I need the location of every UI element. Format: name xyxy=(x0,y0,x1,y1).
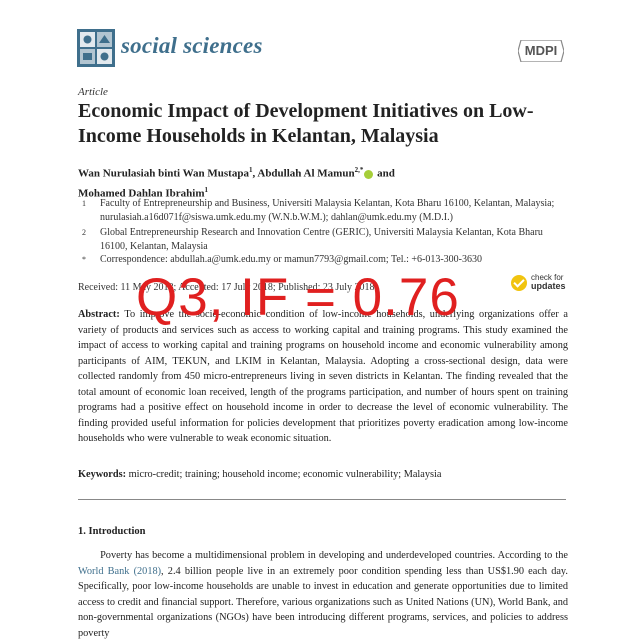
author-conjunction: and xyxy=(374,167,395,180)
introduction-paragraph: Poverty has become a multidimensional pr… xyxy=(78,548,568,641)
check-updates-line2: updates xyxy=(531,281,566,291)
author-separator: , xyxy=(252,167,258,180)
author-affiliation-mark: 1 xyxy=(204,185,209,194)
section-divider xyxy=(78,499,566,500)
article-title: Economic Impact of Development Initiativ… xyxy=(78,100,534,147)
checkmark-icon xyxy=(511,275,527,291)
keywords: Keywords: micro-credit; training; househ… xyxy=(78,469,568,480)
abstract: Abstract: To improve the socio-economic … xyxy=(78,307,568,447)
author-affiliation-mark: 2,* xyxy=(354,166,364,174)
author-name: Mohamed Dahlan Ibrahim xyxy=(78,187,205,200)
correspondence-text: Correspondence: abdullah.a@umk.edu.my or… xyxy=(100,254,482,265)
quartile-impact-factor-overlay: Q3, IF = 0.76 xyxy=(136,268,460,327)
author-name: Abdullah Al Mamun xyxy=(257,167,355,180)
intro-text-part2: , 2.4 billion people live in an extremel… xyxy=(78,565,568,639)
author-name: Wan Nurulasiah binti Wan Mustapa xyxy=(78,167,249,180)
check-updates-line1: check for xyxy=(531,273,564,282)
keywords-label: Keywords: xyxy=(78,469,127,480)
affiliation-number: 1 xyxy=(82,199,86,208)
abstract-label: Abstract: xyxy=(78,309,120,320)
section-heading: 1. Introduction xyxy=(78,526,146,537)
keywords-text: micro-credit; training; household income… xyxy=(128,469,442,480)
check-for-updates-badge[interactable]: check for updates xyxy=(511,273,571,295)
abstract-text: To improve the socio-economic condition … xyxy=(78,309,568,444)
publisher-logo: MDPI xyxy=(518,40,564,62)
author-list: Wan Nurulasiah binti Wan Mustapa1, Abdul… xyxy=(78,162,548,201)
journal-name: social sciences xyxy=(121,33,263,58)
affiliation-text: Global Entrepreneurship Research and Inn… xyxy=(100,227,543,252)
intro-text-part1: Poverty has become a multidimensional pr… xyxy=(100,550,568,561)
citation-year-link[interactable]: (2018) xyxy=(129,565,162,577)
publication-dates: Received: 11 May 2018; Accepted: 17 July… xyxy=(78,282,375,293)
orcid-icon[interactable] xyxy=(364,169,374,179)
affiliation-number: * xyxy=(82,255,86,264)
citation-link[interactable]: World Bank xyxy=(78,565,130,577)
affiliation-number: 2 xyxy=(82,228,86,237)
publisher-name: MDPI xyxy=(524,43,558,58)
journal-emblem-icon xyxy=(77,29,115,67)
affiliation-text: Faculty of Entrepreneurship and Business… xyxy=(100,198,555,223)
article-type: Article xyxy=(78,86,108,98)
author-affiliation-mark: 1 xyxy=(248,166,253,174)
